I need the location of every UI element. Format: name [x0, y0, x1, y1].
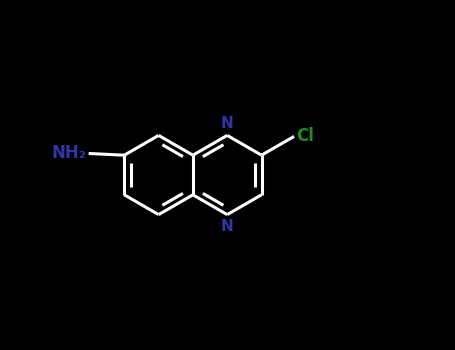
Text: N: N	[221, 116, 233, 131]
Text: NH₂: NH₂	[52, 145, 87, 162]
Text: N: N	[221, 219, 233, 234]
Circle shape	[117, 148, 132, 163]
Circle shape	[220, 207, 235, 222]
Circle shape	[220, 128, 235, 143]
Text: Cl: Cl	[296, 127, 313, 145]
